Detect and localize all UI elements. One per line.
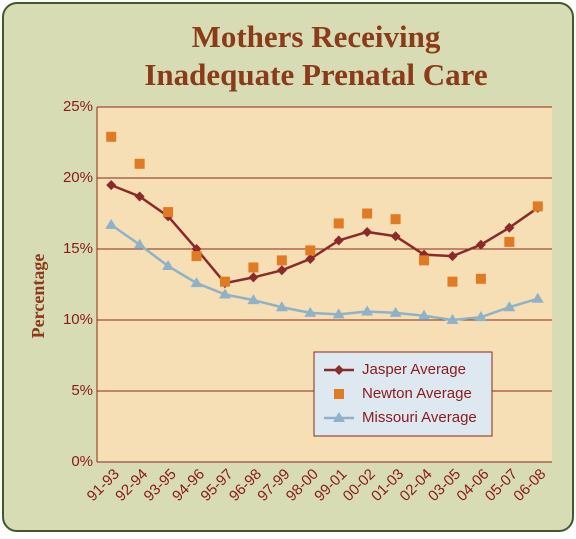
marker xyxy=(275,301,288,312)
marker xyxy=(134,191,145,202)
marker xyxy=(191,251,202,262)
marker xyxy=(334,365,344,375)
marker xyxy=(163,207,174,218)
marker xyxy=(134,158,145,169)
marker xyxy=(504,222,515,233)
marker xyxy=(248,272,259,283)
marker xyxy=(475,273,486,284)
marker xyxy=(106,131,117,142)
marker xyxy=(305,253,316,264)
marker xyxy=(419,255,430,266)
marker xyxy=(333,218,344,229)
marker xyxy=(304,306,317,317)
marker xyxy=(218,288,231,299)
marker xyxy=(475,239,486,250)
marker xyxy=(133,238,146,249)
marker xyxy=(248,262,259,273)
marker xyxy=(446,314,459,324)
marker xyxy=(333,412,345,422)
marker xyxy=(390,214,401,225)
marker xyxy=(532,201,543,212)
marker xyxy=(162,260,175,271)
y-tick-label: 10% xyxy=(63,311,93,328)
marker xyxy=(106,180,117,191)
marker xyxy=(362,208,373,219)
marker xyxy=(389,306,402,317)
marker xyxy=(334,389,344,399)
legend: Jasper Average Newton Average Missouri Ave… xyxy=(313,351,493,437)
marker xyxy=(447,276,458,287)
marker xyxy=(105,218,118,229)
marker xyxy=(390,231,401,242)
marker xyxy=(276,255,287,266)
marker xyxy=(474,311,487,322)
marker xyxy=(531,292,544,303)
chart-title: Inadequate Prenatal Care xyxy=(144,57,487,92)
marker xyxy=(361,305,374,316)
y-tick-label: 0% xyxy=(71,453,93,470)
marker xyxy=(333,235,344,246)
marker xyxy=(332,308,345,319)
chart-title: Mothers Receiving xyxy=(192,19,441,54)
y-tick-label: 20% xyxy=(63,169,93,186)
marker xyxy=(447,251,458,262)
marker xyxy=(504,236,515,247)
legend-label: Newton Average xyxy=(362,385,472,402)
marker xyxy=(190,277,203,288)
legend-label: Jasper Average xyxy=(362,361,466,378)
marker xyxy=(219,276,230,287)
marker xyxy=(503,301,516,312)
marker xyxy=(305,245,316,256)
y-axis-label: Percentage xyxy=(28,254,48,339)
y-tick-label: 25% xyxy=(63,98,93,115)
series-line xyxy=(110,223,539,322)
series-line xyxy=(110,183,539,285)
marker xyxy=(276,265,287,276)
marker xyxy=(362,226,373,237)
y-tick-label: 15% xyxy=(63,240,93,257)
y-tick-label: 5% xyxy=(71,382,93,399)
marker xyxy=(247,294,260,305)
legend-label: Missouri Average xyxy=(362,409,477,426)
marker xyxy=(418,309,431,320)
